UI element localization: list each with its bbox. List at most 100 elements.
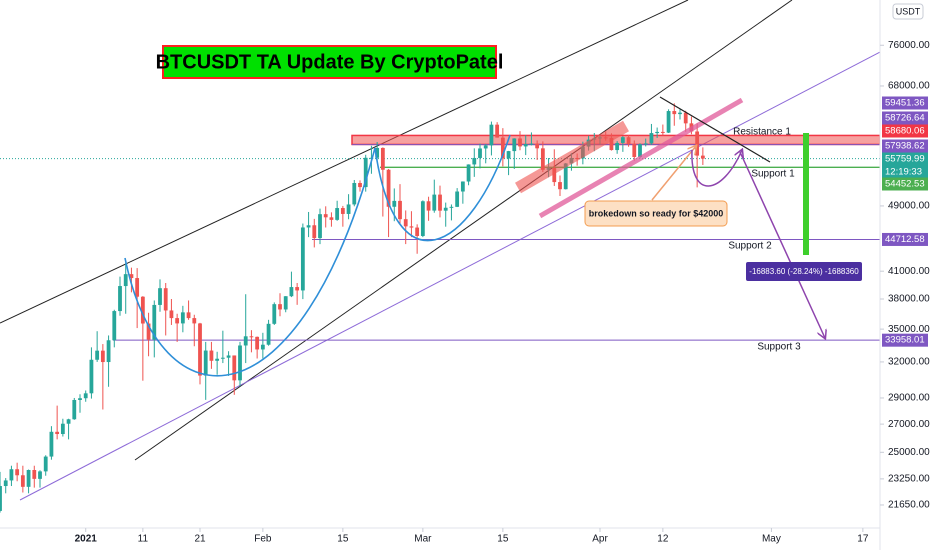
candle-body bbox=[266, 323, 271, 345]
candle-body bbox=[306, 225, 311, 228]
price-badge-label: 59451.36 bbox=[885, 98, 925, 109]
candle-body bbox=[460, 181, 465, 192]
x-tick-label: 11 bbox=[138, 534, 149, 545]
candle-body bbox=[323, 214, 328, 218]
time-axis bbox=[0, 528, 932, 550]
candle-body bbox=[495, 124, 500, 138]
x-tick-label: Apr bbox=[592, 534, 608, 545]
candle-body bbox=[466, 164, 471, 182]
candle-body bbox=[518, 138, 522, 147]
candle-body bbox=[655, 131, 660, 134]
candle-body bbox=[489, 124, 494, 146]
candle-body bbox=[260, 344, 265, 350]
candle-body bbox=[198, 323, 202, 376]
price-badge bbox=[882, 111, 928, 125]
candle-body bbox=[666, 111, 671, 133]
candle-body bbox=[638, 144, 642, 157]
candle-body bbox=[506, 151, 511, 159]
candle-body bbox=[26, 470, 31, 487]
candle-body bbox=[398, 200, 402, 220]
candle-body bbox=[60, 423, 65, 435]
candle-body bbox=[89, 359, 94, 394]
candle-body bbox=[432, 194, 437, 211]
candle-body bbox=[55, 431, 60, 435]
title-box bbox=[162, 45, 497, 79]
x-tick-label: Mar bbox=[414, 534, 432, 545]
candle-body bbox=[558, 182, 562, 190]
y-tick-label: 23250.00 bbox=[888, 474, 930, 485]
cup-curve bbox=[124, 147, 376, 377]
candle-body bbox=[672, 111, 677, 115]
candle-body bbox=[278, 304, 282, 310]
candle-body bbox=[243, 336, 248, 346]
candle-body bbox=[135, 278, 140, 297]
candle-body bbox=[472, 157, 477, 165]
candle-body bbox=[95, 350, 100, 360]
candle-body bbox=[380, 147, 385, 170]
y-tick-label: 68000.00 bbox=[888, 81, 930, 92]
callout-arrow bbox=[651, 146, 696, 201]
candle-body bbox=[66, 419, 71, 424]
candle-body bbox=[678, 112, 682, 115]
candle-body bbox=[209, 350, 214, 361]
candle-body bbox=[426, 201, 431, 211]
currency: USDT bbox=[896, 6, 921, 16]
candle-body bbox=[346, 204, 351, 214]
candle-body bbox=[9, 469, 14, 481]
candle-body bbox=[352, 182, 357, 205]
chart-title: BTCUSDT TA Update By CryptoPatel bbox=[156, 51, 504, 73]
path-arrow bbox=[739, 151, 825, 338]
price-axis bbox=[880, 0, 932, 550]
candle-body bbox=[312, 225, 317, 239]
candle-body bbox=[226, 355, 231, 358]
candle-body bbox=[232, 355, 237, 381]
candle-body bbox=[443, 207, 448, 211]
candle-body bbox=[609, 137, 614, 151]
price-badge bbox=[882, 139, 928, 153]
price-badge-label: 54452.53 bbox=[885, 179, 925, 190]
candle-body bbox=[403, 219, 408, 227]
y-tick-label: 25000.00 bbox=[888, 447, 930, 458]
drawings-back bbox=[0, 0, 880, 501]
candle-body bbox=[43, 456, 48, 472]
level-label: Support 3 bbox=[757, 342, 801, 353]
candle-body bbox=[238, 345, 242, 381]
level-label: Support 2 bbox=[728, 241, 772, 252]
candle-body bbox=[49, 431, 54, 457]
candle-body bbox=[295, 287, 300, 291]
channel-box bbox=[515, 120, 629, 194]
candle-body bbox=[483, 145, 488, 149]
candle-body bbox=[118, 286, 122, 312]
callout-box bbox=[584, 200, 728, 227]
candle-body bbox=[552, 168, 557, 183]
candle-body bbox=[363, 157, 368, 188]
price-badge bbox=[882, 333, 928, 347]
y-tick-label: 49000.00 bbox=[888, 201, 930, 212]
candle-body bbox=[478, 148, 482, 158]
candle-body bbox=[180, 312, 185, 324]
candle-body bbox=[112, 311, 117, 341]
level-label: Resistance 1 bbox=[733, 127, 791, 138]
candle-body bbox=[318, 214, 322, 239]
candle-body bbox=[32, 470, 37, 479]
candle-body bbox=[375, 147, 380, 158]
callout-text: brokedown so ready for $42000 bbox=[589, 208, 724, 218]
candle-body bbox=[203, 350, 208, 376]
countdown-badge bbox=[882, 165, 928, 179]
candle-body bbox=[615, 142, 620, 151]
candle-body bbox=[158, 288, 162, 305]
candle-body bbox=[72, 399, 77, 420]
candle-body bbox=[523, 144, 528, 147]
x-tick-label: 2021 bbox=[75, 534, 98, 545]
candle-body bbox=[272, 304, 277, 324]
level-label: Support 1 bbox=[751, 169, 795, 180]
x-tick-label: 21 bbox=[194, 534, 206, 545]
trendline bbox=[0, 0, 689, 324]
candle-body bbox=[83, 393, 88, 399]
measure-box bbox=[746, 262, 862, 281]
y-tick-label: 76000.00 bbox=[888, 40, 930, 51]
candle-body bbox=[386, 169, 391, 207]
candle-body bbox=[15, 469, 20, 476]
axis-labels: 21650.00 23250.00 25000.00 27000.00 29000.00… bbox=[75, 40, 931, 545]
candle-body bbox=[129, 274, 134, 279]
